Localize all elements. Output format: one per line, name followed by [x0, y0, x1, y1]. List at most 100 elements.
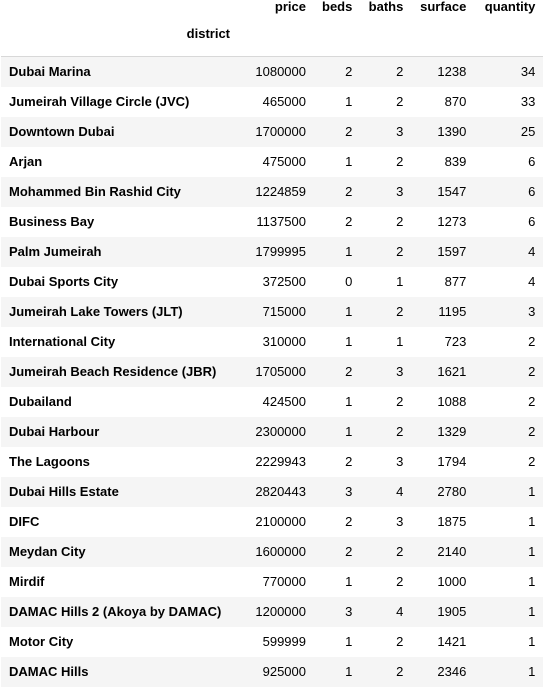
surface-cell: 723: [411, 327, 474, 357]
district-cell: Arjan: [1, 147, 238, 177]
index-name-header: district: [1, 20, 238, 57]
price-cell: 372500: [238, 267, 314, 297]
empty-header-cell: [411, 20, 474, 57]
quantity-cell: 4: [474, 237, 543, 267]
baths-cell: 2: [360, 387, 411, 417]
surface-cell: 1088: [411, 387, 474, 417]
district-cell: Dubai Marina: [1, 57, 238, 88]
beds-cell: 2: [314, 507, 360, 537]
surface-cell: 2140: [411, 537, 474, 567]
quantity-cell: 1: [474, 567, 543, 597]
beds-cell: 1: [314, 297, 360, 327]
baths-cell: 3: [360, 177, 411, 207]
empty-header-cell: [314, 20, 360, 57]
district-cell: Dubai Sports City: [1, 267, 238, 297]
beds-cell: 3: [314, 477, 360, 507]
beds-cell: 2: [314, 57, 360, 88]
surface-cell: 1238: [411, 57, 474, 88]
baths-cell: 2: [360, 207, 411, 237]
baths-cell: 3: [360, 507, 411, 537]
district-cell: Mohammed Bin Rashid City: [1, 177, 238, 207]
column-header-quantity: quantity: [474, 0, 543, 20]
baths-cell: 2: [360, 567, 411, 597]
price-cell: 2100000: [238, 507, 314, 537]
price-cell: 1224859: [238, 177, 314, 207]
baths-cell: 1: [360, 327, 411, 357]
beds-cell: 0: [314, 267, 360, 297]
quantity-cell: 2: [474, 357, 543, 387]
column-header-row: price beds baths surface quantity: [1, 0, 543, 20]
district-cell: Palm Jumeirah: [1, 237, 238, 267]
quantity-cell: 33: [474, 87, 543, 117]
surface-cell: 839: [411, 147, 474, 177]
beds-cell: 1: [314, 327, 360, 357]
quantity-cell: 25: [474, 117, 543, 147]
surface-cell: 2780: [411, 477, 474, 507]
surface-cell: 1597: [411, 237, 474, 267]
beds-cell: 2: [314, 357, 360, 387]
quantity-cell: 2: [474, 447, 543, 477]
surface-cell: 1547: [411, 177, 474, 207]
district-cell: Jumeirah Beach Residence (JBR): [1, 357, 238, 387]
baths-cell: 2: [360, 147, 411, 177]
price-cell: 1200000: [238, 597, 314, 627]
surface-cell: 877: [411, 267, 474, 297]
baths-cell: 2: [360, 237, 411, 267]
district-cell: Motor City: [1, 627, 238, 657]
baths-cell: 2: [360, 417, 411, 447]
quantity-cell: 2: [474, 417, 543, 447]
beds-cell: 2: [314, 537, 360, 567]
empty-header-cell: [238, 20, 314, 57]
price-cell: 2300000: [238, 417, 314, 447]
baths-cell: 2: [360, 87, 411, 117]
beds-cell: 1: [314, 87, 360, 117]
baths-cell: 2: [360, 627, 411, 657]
column-header-price: price: [238, 0, 314, 20]
column-header-beds: beds: [314, 0, 360, 20]
price-cell: 715000: [238, 297, 314, 327]
price-cell: 599999: [238, 627, 314, 657]
baths-cell: 2: [360, 537, 411, 567]
district-cell: International City: [1, 327, 238, 357]
surface-cell: 1421: [411, 627, 474, 657]
price-cell: 475000: [238, 147, 314, 177]
beds-cell: 2: [314, 207, 360, 237]
column-header-baths: baths: [360, 0, 411, 20]
district-cell: Jumeirah Lake Towers (JLT): [1, 297, 238, 327]
district-cell: Meydan City: [1, 537, 238, 567]
empty-header-cell: [360, 20, 411, 57]
beds-cell: 1: [314, 387, 360, 417]
district-cell: Business Bay: [1, 207, 238, 237]
blank-header-cell: [1, 0, 238, 20]
quantity-cell: 6: [474, 207, 543, 237]
surface-cell: 1621: [411, 357, 474, 387]
district-cell: The Lagoons: [1, 447, 238, 477]
beds-cell: 2: [314, 177, 360, 207]
price-cell: 465000: [238, 87, 314, 117]
beds-cell: 1: [314, 627, 360, 657]
index-name-row: district: [1, 20, 543, 57]
price-cell: 310000: [238, 327, 314, 357]
beds-cell: 1: [314, 147, 360, 177]
surface-cell: 1000: [411, 567, 474, 597]
surface-cell: 1195: [411, 297, 474, 327]
district-cell: Jumeirah Village Circle (JVC): [1, 87, 238, 117]
baths-cell: 3: [360, 117, 411, 147]
price-cell: 1705000: [238, 357, 314, 387]
beds-cell: 2: [314, 117, 360, 147]
district-cell: Dubai Hills Estate: [1, 477, 238, 507]
quantity-cell: 6: [474, 147, 543, 177]
baths-cell: 1: [360, 267, 411, 297]
